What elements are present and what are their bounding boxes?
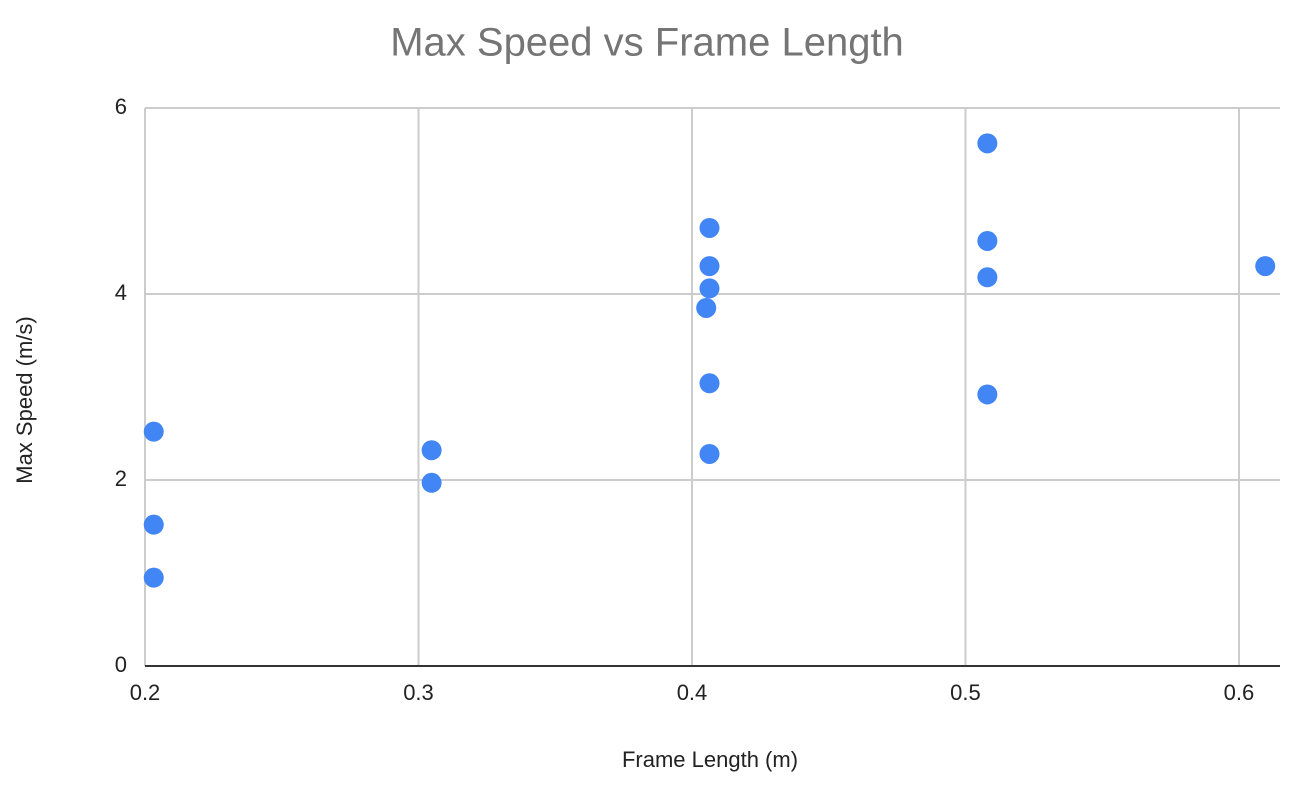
y-tick-label: 6 bbox=[115, 94, 127, 119]
point bbox=[977, 230, 998, 251]
point bbox=[699, 443, 720, 464]
point bbox=[421, 440, 442, 461]
x-axis-label: Frame Length (m) bbox=[622, 747, 798, 772]
point bbox=[699, 217, 720, 238]
x-tick-label: 0.2 bbox=[130, 680, 161, 705]
point bbox=[421, 472, 442, 493]
x-tick-label: 0.6 bbox=[1224, 680, 1255, 705]
point bbox=[977, 384, 998, 405]
point bbox=[977, 133, 998, 154]
x-tick-label: 0.3 bbox=[403, 680, 434, 705]
point bbox=[699, 373, 720, 394]
point bbox=[143, 567, 164, 588]
point bbox=[143, 421, 164, 442]
x-tick-label: 0.5 bbox=[950, 680, 981, 705]
y-tick-label: 2 bbox=[115, 466, 127, 491]
point bbox=[699, 256, 720, 277]
point bbox=[977, 267, 998, 288]
point bbox=[1255, 256, 1276, 277]
point bbox=[696, 297, 717, 318]
x-tick-label: 0.4 bbox=[677, 680, 708, 705]
point bbox=[699, 278, 720, 299]
chart-title: Max Speed vs Frame Length bbox=[390, 21, 904, 65]
y-tick-label: 4 bbox=[115, 280, 127, 305]
y-tick-label: 0 bbox=[115, 652, 127, 677]
y-axis-label: Max Speed (m/s) bbox=[12, 316, 37, 484]
point bbox=[143, 514, 164, 535]
